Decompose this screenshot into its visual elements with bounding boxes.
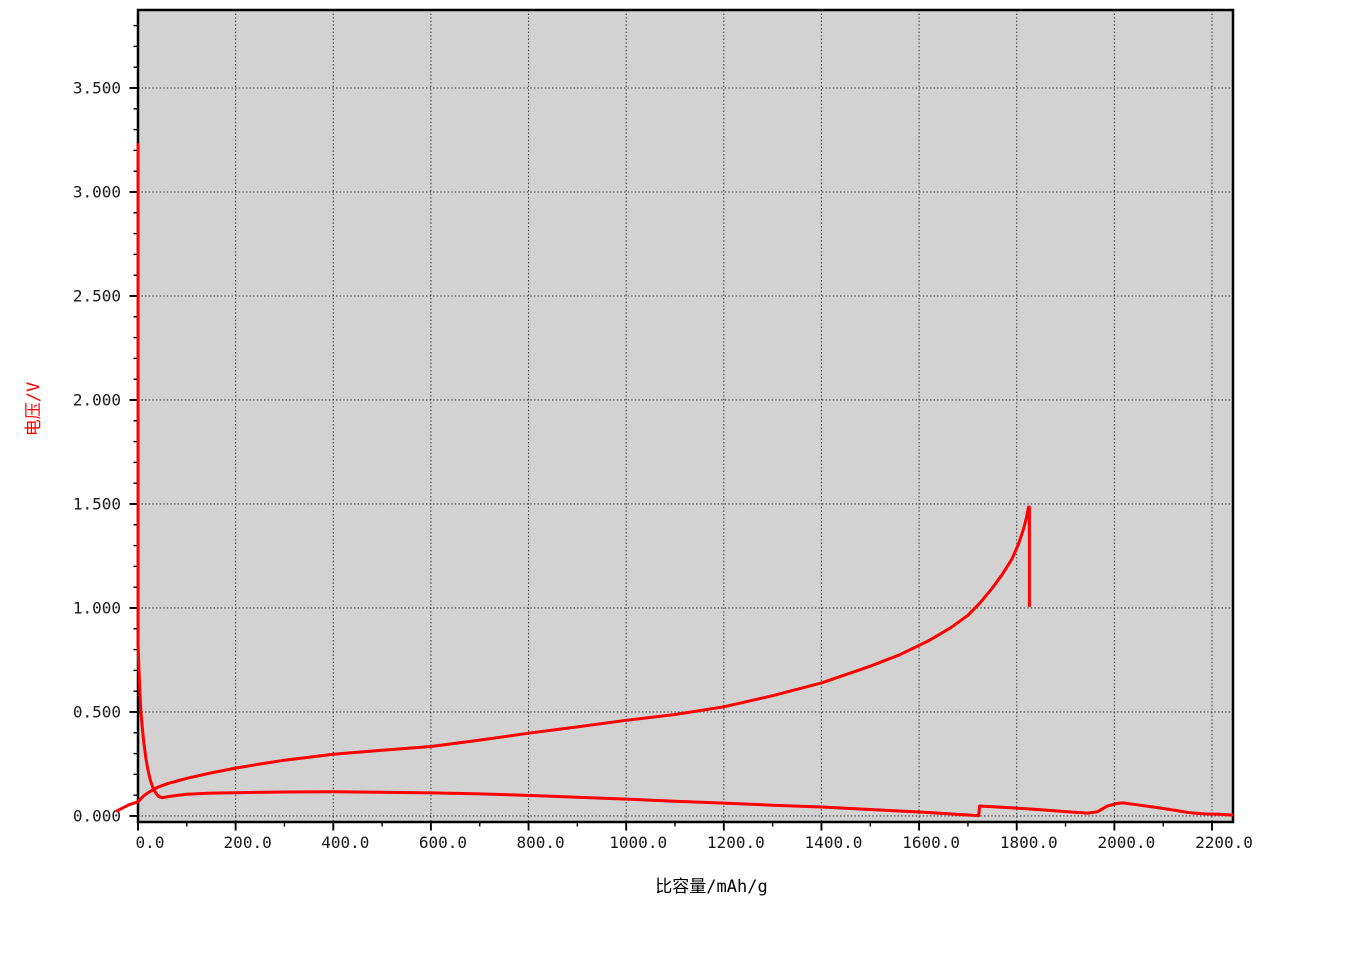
charge-curve	[115, 505, 1031, 813]
x-tick-label: 1600.0	[902, 833, 960, 852]
y-tick-label: 2.500	[73, 286, 121, 305]
x-tick-label: 600.0	[419, 833, 467, 852]
x-tick-label: 1400.0	[805, 833, 863, 852]
x-tick-label: 1000.0	[609, 833, 667, 852]
x-tick-label: 1200.0	[707, 833, 765, 852]
y-tick-label: 1.500	[73, 494, 121, 513]
y-tick-label: 2.000	[73, 390, 121, 409]
discharge-curve	[136, 143, 1234, 818]
y-tick-label: 0.000	[73, 806, 121, 825]
x-tick-label: 200.0	[224, 833, 272, 852]
plot-background	[138, 10, 1233, 822]
x-tick-label: 2000.0	[1097, 833, 1155, 852]
x-tick-label: 400.0	[321, 833, 369, 852]
x-tick-label: 800.0	[516, 833, 564, 852]
x-tick-label: 0.0	[136, 833, 165, 852]
x-axis-title: 比容量/mAh/g	[655, 877, 768, 897]
x-tick-label: 1800.0	[1000, 833, 1058, 852]
y-tick-label: 3.000	[73, 182, 121, 201]
y-tick-label: 3.500	[73, 78, 121, 97]
x-tick-label: 2200.0	[1195, 833, 1253, 852]
y-tick-label: 0.500	[73, 702, 121, 721]
y-tick-label: 1.000	[73, 598, 121, 617]
y-axis-title: 电压/V	[24, 381, 44, 437]
